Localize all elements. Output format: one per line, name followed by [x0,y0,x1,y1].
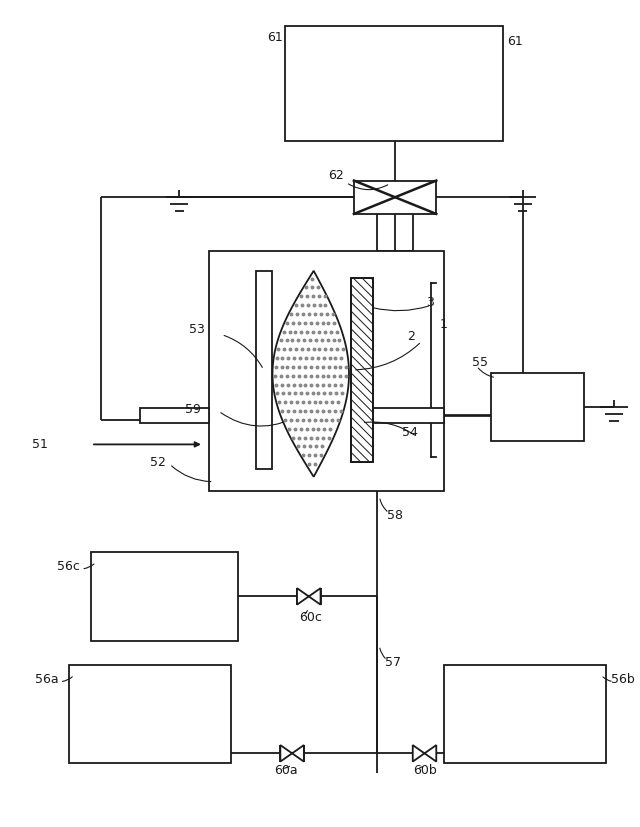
Bar [372,408,444,423]
Bar [351,278,372,462]
Text: 51: 51 [32,437,48,451]
Bar [351,278,372,462]
Text: 56a: 56a [35,673,59,686]
Text: 60b: 60b [413,764,436,777]
Bar [70,665,231,763]
Text: 1: 1 [439,318,447,332]
Text: 56b: 56b [611,673,635,686]
Text: 61: 61 [507,36,523,49]
Bar [444,665,606,763]
Text: 54: 54 [402,426,418,439]
Text: 55: 55 [472,356,488,370]
Text: 3: 3 [426,296,435,308]
Polygon shape [424,745,436,762]
Polygon shape [292,745,304,762]
Text: 2: 2 [407,330,415,343]
Text: 62: 62 [328,170,344,182]
Text: 58: 58 [387,509,403,523]
Bar [492,373,584,442]
Text: 53: 53 [189,323,205,336]
Text: 61: 61 [268,31,284,44]
Polygon shape [280,745,292,762]
Bar [91,552,238,641]
Text: 52: 52 [150,456,166,469]
Polygon shape [273,270,349,476]
Bar [140,408,209,423]
Text: 59: 59 [185,403,201,416]
Polygon shape [413,745,424,762]
Polygon shape [297,588,308,605]
Bar [256,270,273,469]
Text: 56c: 56c [57,561,79,573]
Text: 60a: 60a [275,764,298,777]
Text: 60c: 60c [299,611,322,624]
Bar [285,26,503,141]
Polygon shape [308,588,321,605]
Bar [209,251,444,491]
Text: 57: 57 [385,656,401,668]
